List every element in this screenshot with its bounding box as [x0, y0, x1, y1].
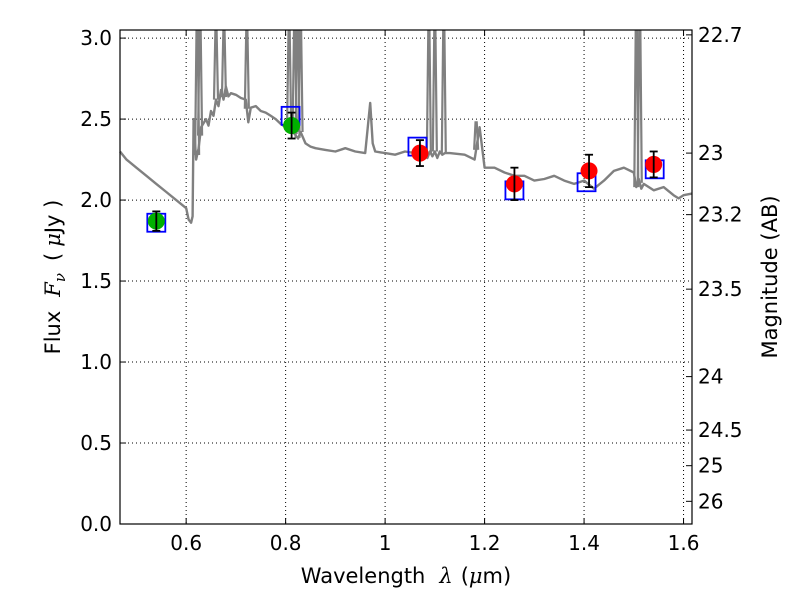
- y2-tick-label: 26: [698, 489, 723, 513]
- spectrum-emission-spike: [425, 29, 432, 155]
- spectrum-emission-spike: [212, 29, 220, 100]
- y-axis-label: FluxFν(μJy ): [41, 200, 69, 355]
- x-tick-label: 1.4: [568, 531, 600, 555]
- spectrum-line: [119, 85, 693, 224]
- data-markers: [146, 105, 665, 233]
- y-tick-label: 2.5: [80, 107, 112, 131]
- y-tick-label: 0.0: [80, 512, 112, 536]
- y-tick-label: 0.5: [80, 431, 112, 455]
- spectrum-emission-spike: [297, 29, 304, 133]
- grid-lines: [120, 30, 692, 525]
- axis-ticks: 0.6 0.8 1 1.2 1.4 1.6 0.0 0.5 1.0 1.5 2.0 2.5 3.0 22.…: [80, 23, 742, 555]
- y2-axis-label: Magnitude (AB): [758, 195, 782, 358]
- x-tick-label: 1: [379, 531, 392, 555]
- y2-tick-label: 23.5: [698, 277, 743, 301]
- plot-frame: [119, 29, 693, 525]
- spectrum-emission-spike: [220, 29, 228, 98]
- y-tick-label: 3.0: [80, 26, 112, 50]
- y2-tick-label: 24.5: [698, 418, 743, 442]
- y2-tick-label: 23.2: [698, 203, 743, 227]
- spectrum-emission-spike: [473, 121, 480, 150]
- y-tick-label: 1.0: [80, 350, 112, 374]
- y2-tick-label: 24: [698, 365, 723, 389]
- y-tick-label: 1.5: [80, 269, 112, 293]
- spectrum-emission-spike: [196, 29, 204, 136]
- y2-tick-label: 23: [698, 141, 723, 165]
- spectrum-emission-spike: [286, 29, 293, 123]
- x-axis-label: Wavelength λ (μm): [301, 564, 511, 588]
- x-tick-label: 1.6: [668, 531, 700, 555]
- x-tick-label: 0.6: [170, 531, 202, 555]
- model-spectrum: [119, 29, 693, 224]
- y2-tick-label: 25: [698, 454, 723, 478]
- y2-tick-label: 22.7: [698, 23, 743, 47]
- y-tick-label: 2.0: [80, 188, 112, 212]
- spectrum-emission-spike: [243, 29, 250, 109]
- x-tick-label: 1.2: [469, 531, 501, 555]
- spectrum-emission-spike: [636, 29, 643, 183]
- spectrum-emission-spike: [440, 29, 447, 154]
- x-tick-label: 0.8: [270, 531, 302, 555]
- spectrum-emission-spike: [431, 29, 438, 152]
